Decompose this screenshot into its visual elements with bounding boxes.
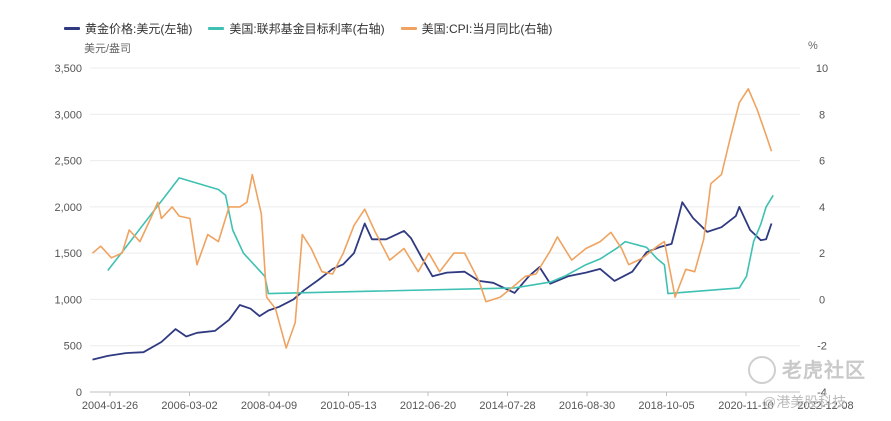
- legend-label-gold: 黄金价格:美元(左轴): [85, 21, 193, 36]
- series-line-gold: [92, 201, 773, 361]
- chart-legend: 黄金价格:美元(左轴) 美国:联邦基金目标利率(右轴) 美国:CPI:当月同比(…: [0, 17, 891, 39]
- x-tick-label: 2008-04-09: [241, 400, 297, 412]
- series-line-cpi: [91, 88, 773, 349]
- x-tick-label: 2018-10-05: [638, 400, 694, 412]
- y-right-tick-label: 10: [816, 63, 828, 75]
- y-right-tick-label: -2: [817, 341, 827, 353]
- y-right-tick-label: 4: [819, 202, 825, 214]
- y-right-tick-label: -4: [817, 387, 827, 399]
- y-right-tick-label: 0: [819, 294, 825, 306]
- legend-label-cpi: 美国:CPI:当月同比(右轴): [421, 21, 553, 36]
- x-tick-label: 2022-12-08: [797, 400, 853, 412]
- x-tick-label: 2010-05-13: [320, 400, 376, 412]
- y-left-tick-label: 500: [64, 341, 82, 353]
- legend-swatch-cpi: [400, 26, 417, 30]
- left-axis-unit: 美元/盎司: [84, 43, 132, 55]
- watermark-subtext: @港美股科技: [762, 394, 847, 410]
- x-tick-label: 2020-11-10: [718, 400, 773, 412]
- x-tick-label: 2014-07-28: [479, 400, 535, 412]
- legend-item-cpi[interactable]: 美国:CPI:当月同比(右轴): [400, 20, 553, 37]
- series-line-fed-rate: [107, 177, 774, 295]
- x-tick-label: 2016-08-30: [559, 400, 615, 412]
- x-tick-label: 2006-03-02: [161, 400, 217, 412]
- y-left-tick-label: 1,500: [54, 248, 82, 260]
- watermark-text: 老虎社区: [782, 360, 866, 382]
- y-right-tick-label: 6: [819, 156, 825, 168]
- right-axis-unit: %: [808, 40, 818, 52]
- tiger-logo-icon: [748, 355, 776, 384]
- x-tick-label: 2004-01-26: [82, 400, 138, 412]
- legend-item-fed-rate[interactable]: 美国:联邦基金目标利率(右轴): [208, 20, 385, 37]
- y-right-tick-label: 2: [819, 248, 825, 260]
- y-left-tick-label: 2,000: [54, 202, 82, 214]
- y-left-tick-label: 3,000: [54, 109, 82, 121]
- x-tick-label: 2012-06-20: [400, 400, 456, 412]
- y-left-tick-label: 1,000: [54, 294, 82, 306]
- watermark-logo: 老虎社区: [748, 354, 866, 386]
- legend-swatch-gold: [64, 26, 80, 30]
- y-right-tick-label: 8: [819, 109, 825, 121]
- legend-swatch-fed-rate: [208, 26, 225, 30]
- y-left-tick-label: 2,500: [54, 156, 82, 168]
- y-left-tick-label: 3,500: [54, 63, 82, 75]
- legend-label-fed-rate: 美国:联邦基金目标利率(右轴): [229, 21, 385, 36]
- legend-item-gold[interactable]: 黄金价格:美元(左轴): [64, 20, 192, 37]
- y-left-tick-label: 0: [76, 387, 82, 399]
